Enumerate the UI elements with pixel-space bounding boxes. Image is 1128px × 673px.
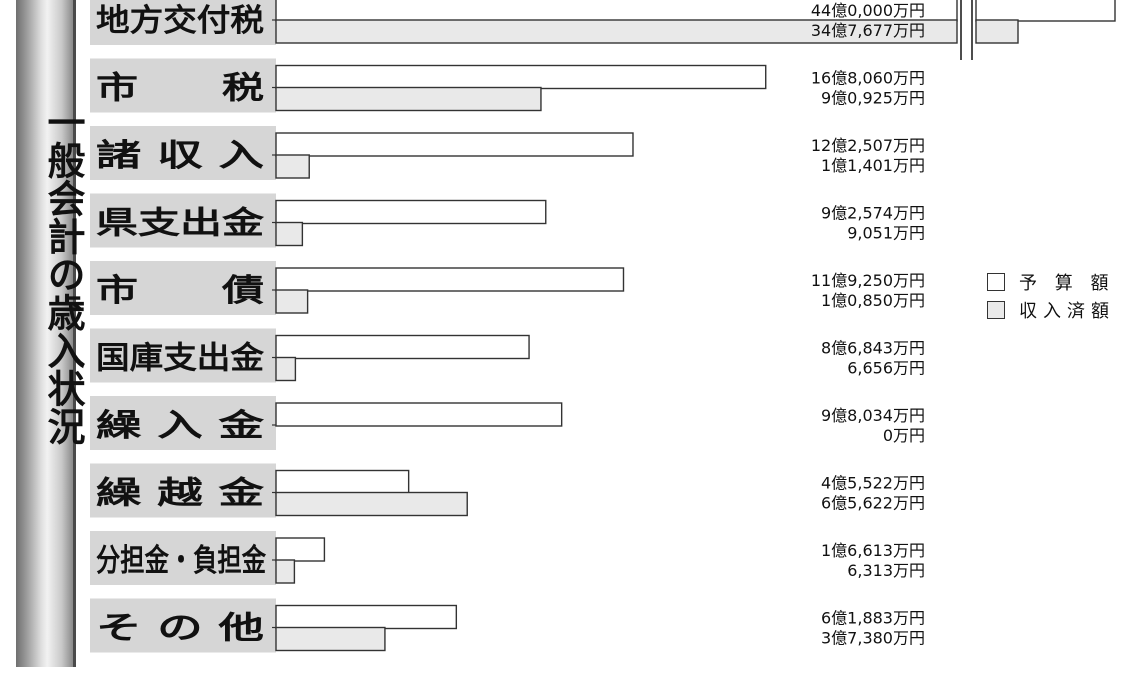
category-label-bg-4: [90, 261, 276, 315]
value-label-budget-4: 11億9,250万円: [811, 271, 925, 290]
bar-budget-tail-0: [975, 0, 1116, 22]
bar-received-8: [275, 559, 296, 584]
chart-title: 一般会計の歳入状況: [41, 103, 85, 445]
category-label-7: 繰 越 金: [96, 476, 265, 512]
category-label-5: 国庫支出金: [96, 341, 265, 377]
category-label-1: 市 税: [96, 71, 264, 107]
bar-budget-5: [275, 334, 530, 360]
bar-budget-4: [275, 267, 625, 292]
value-label-budget-3: 9億2,574万円: [821, 204, 925, 223]
bar-received-5: [275, 356, 297, 382]
value-label-budget-2: 12億2,507万円: [811, 136, 925, 155]
legend: 予 算 額 収入済額: [987, 268, 1115, 324]
category-label-4: 市 債: [96, 273, 264, 309]
value-label-budget-8: 1億6,613万円: [821, 541, 925, 560]
legend-swatch-received: [987, 301, 1005, 319]
legend-label-budget: 予 算 額: [1019, 273, 1115, 294]
bar-received-tail-0: [975, 19, 1019, 44]
category-label-bg-7: [90, 463, 276, 518]
category-label-bg-3: [90, 193, 276, 248]
category-label-bg-8: [90, 531, 276, 585]
bar-budget-3: [275, 199, 547, 225]
legend-label-received: 収入済額: [1019, 301, 1115, 322]
bar-budget-6: [275, 402, 563, 427]
category-label-bg-2: [90, 126, 276, 180]
value-label-received-9: 3億7,380万円: [821, 629, 925, 648]
category-label-bg-5: [90, 328, 276, 383]
value-label-budget-1: 16億8,060万円: [811, 69, 925, 88]
value-label-budget-9: 6億1,883万円: [821, 609, 925, 628]
category-label-3: 県支出金: [96, 206, 265, 242]
value-label-received-7: 6億5,622万円: [821, 494, 925, 513]
bar-received-1: [275, 86, 542, 112]
value-label-received-1: 9億0,925万円: [821, 89, 925, 108]
category-label-bg-1: [90, 58, 276, 113]
category-label-9: そ の 他: [96, 611, 264, 647]
value-label-received-5: 6,656万円: [847, 359, 925, 378]
bar-budget-1: [275, 64, 767, 90]
bar-received-3: [275, 221, 304, 247]
category-label-bg-9: [90, 598, 276, 653]
category-label-bg-0: [90, 0, 276, 45]
vertical-title-banner: 一般会計の歳入状況: [16, 0, 85, 667]
bar-budget-7: [275, 469, 410, 495]
value-label-budget-5: 8億6,843万円: [821, 339, 925, 358]
category-label-bg-6: [90, 396, 276, 450]
bar-budget-8: [275, 537, 326, 562]
value-label-budget-6: 9億8,034万円: [821, 406, 925, 425]
legend-swatch-budget: [987, 273, 1005, 291]
category-label-8: 分担金・負担金: [96, 543, 267, 579]
legend-item-budget: 予 算 額: [987, 268, 1115, 296]
bar-received-7: [275, 491, 468, 517]
value-label-received-2: 1億1,401万円: [821, 156, 925, 175]
bar-received-9: [275, 626, 386, 652]
bar-budget-9: [275, 604, 458, 630]
category-label-0: 地方交付税: [96, 3, 264, 39]
value-label-received-4: 1億0,850万円: [821, 291, 925, 310]
value-label-received-0: 34億7,677万円: [811, 21, 925, 40]
bar-budget-2: [275, 132, 634, 157]
value-label-budget-0: 44億0,000万円: [811, 1, 925, 20]
bar-received-4: [275, 289, 309, 314]
category-label-2: 諸 収 入: [96, 138, 264, 174]
value-label-received-3: 9,051万円: [847, 224, 925, 243]
bar-received-0: [275, 19, 958, 44]
category-label-6: 繰 入 金: [96, 408, 265, 444]
value-label-budget-7: 4億5,522万円: [821, 474, 925, 493]
legend-item-received: 収入済額: [987, 296, 1115, 324]
bar-received-2: [275, 154, 310, 179]
value-label-received-8: 6,313万円: [847, 561, 925, 580]
value-label-received-6: 0万円: [883, 426, 925, 445]
